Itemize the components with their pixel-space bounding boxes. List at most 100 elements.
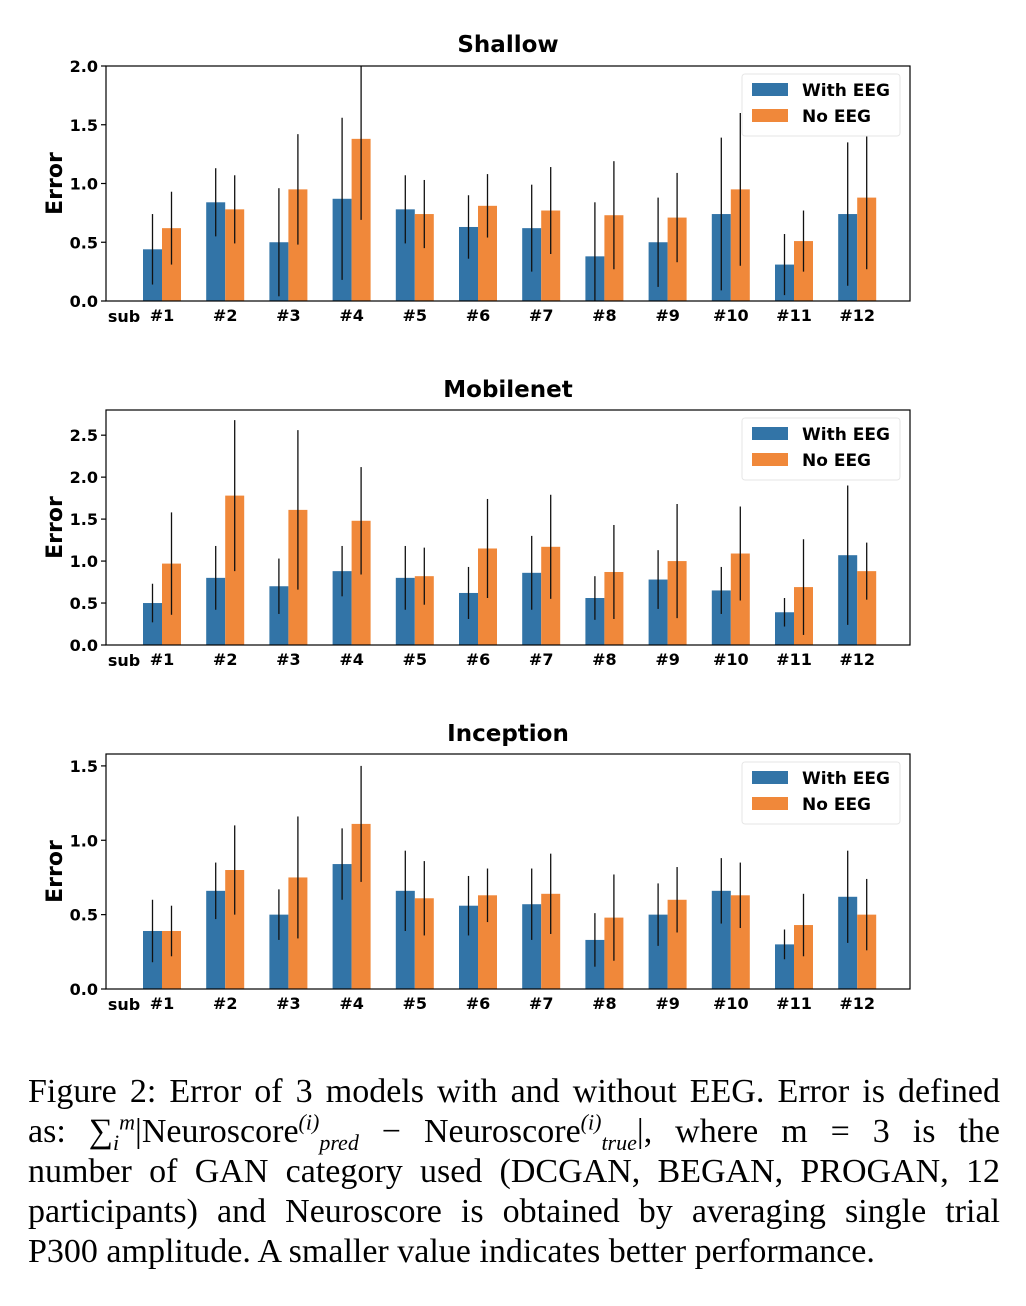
bar-with-eeg (143, 603, 162, 645)
y-tick-label: 1.0 (70, 552, 98, 571)
y-tick-label: 0.5 (70, 906, 98, 925)
y-tick-label: 0.0 (70, 636, 98, 655)
legend-label: No EEG (802, 795, 871, 815)
x-tick-label: #8 (592, 306, 617, 325)
bar-no-eeg (541, 893, 561, 989)
x-tick-label: #6 (466, 650, 491, 669)
x-tick-label: #9 (655, 650, 680, 669)
bar-with-eeg (522, 904, 542, 989)
x-tick-label: #9 (655, 994, 680, 1013)
y-tick-label: 0.5 (70, 594, 98, 613)
x-tick-label: #2 (213, 994, 238, 1013)
bar-with-eeg (585, 598, 605, 645)
bar-with-eeg (775, 612, 794, 645)
bar-with-eeg (648, 579, 668, 645)
bar-with-eeg (269, 586, 289, 645)
bar-with-eeg (206, 890, 226, 989)
x-tick-label: #5 (403, 306, 428, 325)
bar-no-eeg (414, 214, 434, 301)
x-tick-label: #11 (776, 994, 812, 1013)
bar-no-eeg (857, 571, 877, 645)
x-tick-label: #4 (339, 650, 364, 669)
caption-true-sup: (i) (580, 1109, 602, 1135)
bar-no-eeg (667, 899, 687, 989)
y-tick-label: 0.0 (70, 292, 98, 311)
bar-with-eeg (459, 905, 478, 989)
bar-no-eeg (162, 930, 181, 989)
caption-as: as: (28, 1113, 89, 1150)
x-tick-label: #7 (529, 994, 554, 1013)
bar-no-eeg (225, 209, 245, 301)
x-tick-label: #3 (276, 650, 301, 669)
caption-line-3: number of GAN category used (DCGAN, BEGA… (28, 1153, 1000, 1190)
caption-line-4: participants) and Neuroscore is obtained… (28, 1193, 1000, 1230)
x-prefix-label: sub (108, 651, 140, 670)
caption-line-2-end: |, where m = 3 is the (636, 1113, 1000, 1150)
legend-label: No EEG (802, 451, 871, 471)
x-tick-label: #5 (403, 650, 428, 669)
x-tick-label: #8 (592, 650, 617, 669)
x-tick-label: #8 (592, 994, 617, 1013)
bar-no-eeg (541, 210, 561, 301)
bar-with-eeg (775, 944, 794, 989)
chart-inception: Inception Error 0.0 0.5 1.0 1.5 #1 #2 #3 #4 #5 #6 #7… (43, 721, 911, 1014)
bar-with-eeg (648, 914, 668, 989)
legend: With EEG No EEG (741, 417, 901, 481)
y-tick-label: 1.5 (70, 510, 98, 529)
legend-label: With EEG (802, 425, 890, 445)
caption-true-sub: true (601, 1129, 637, 1155)
bar-with-eeg (459, 592, 478, 645)
y-tick-label: 1.5 (70, 116, 98, 135)
bar-with-eeg (711, 890, 731, 989)
x-tick-label: #9 (655, 306, 680, 325)
x-tick-label: #7 (529, 650, 554, 669)
x-tick-label: #12 (839, 306, 875, 325)
chart-title: Inception (447, 721, 569, 747)
bar-with-eeg (206, 577, 226, 645)
x-tick-label: #6 (466, 306, 491, 325)
x-tick-label: #2 (213, 650, 238, 669)
bar-with-eeg (332, 864, 352, 989)
bar-no-eeg (478, 895, 497, 989)
y-tick-label: 1.0 (70, 831, 98, 850)
x-tick-label: #3 (276, 306, 301, 325)
figure-caption: Figure 2: Error of 3 models with and wit… (28, 1072, 1000, 1272)
legend-swatch (752, 427, 788, 440)
y-axis-label: Error (43, 840, 68, 903)
x-tick-label: #5 (403, 994, 428, 1013)
caption-neuroscore-true: − Neuroscore (358, 1113, 581, 1150)
plot-frame (105, 65, 911, 302)
x-tick-label: #2 (213, 306, 238, 325)
bar-no-eeg (351, 520, 371, 645)
x-tick-label: #12 (839, 994, 875, 1013)
x-tick-label: #1 (150, 994, 175, 1013)
x-tick-label: #10 (713, 994, 749, 1013)
bar-no-eeg (730, 895, 750, 989)
legend-swatch (752, 797, 788, 810)
bar-with-eeg (395, 890, 415, 989)
bar-with-eeg (459, 226, 478, 301)
bar-with-eeg (395, 209, 415, 301)
chart-mobilenet: Mobilenet Error 0.0 0.5 1.0 1.5 2.0 2.5 #1 #2 #3 #4… (43, 377, 911, 670)
caption-neuroscore-pred: |Neuroscore (135, 1113, 299, 1150)
x-tick-label: #4 (339, 994, 364, 1013)
caption-sum-sup: m (119, 1109, 136, 1135)
legend-label: No EEG (802, 107, 871, 127)
bar-no-eeg (225, 870, 245, 989)
legend-label: With EEG (802, 81, 890, 101)
chart-title: Mobilenet (443, 377, 573, 403)
y-tick-label: 0.0 (70, 980, 98, 999)
y-tick-label: 1.0 (70, 175, 98, 194)
bar-no-eeg (857, 914, 877, 989)
y-axis-label: Error (43, 496, 68, 559)
plot-frame (105, 409, 911, 646)
y-tick-label: 0.5 (70, 233, 98, 252)
x-tick-label: #10 (713, 306, 749, 325)
x-tick-label: #11 (776, 306, 812, 325)
x-tick-label: #12 (839, 650, 875, 669)
caption-line-2: as: ∑im|Neuroscore(i)pred − Neuroscore(i… (28, 1109, 1000, 1155)
x-tick-label: #4 (339, 306, 364, 325)
legend: With EEG No EEG (741, 73, 901, 137)
caption-sum-sub: i (113, 1129, 120, 1155)
y-tick-label: 1.5 (70, 757, 98, 776)
